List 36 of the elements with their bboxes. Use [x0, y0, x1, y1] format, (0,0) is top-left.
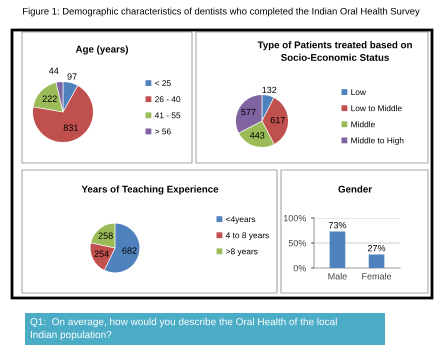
- data-label: 27%: [368, 244, 386, 252]
- data-label: 443: [250, 132, 264, 139]
- legend-label: Low to Middle: [351, 105, 402, 112]
- data-label: 577: [241, 108, 256, 116]
- data-label: 682: [122, 247, 137, 254]
- y-tick-label: 50%: [288, 240, 306, 246]
- legend-label: Middle to High: [351, 137, 404, 146]
- text: Figure 1: Demographic characteristics of dentists who completed the Indian Oral Health Survey: [23, 8, 420, 16]
- data-label: 222: [42, 96, 57, 102]
- data-label: 258: [98, 232, 113, 239]
- data-label: 44: [48, 68, 59, 74]
- legend-label: <4years: [226, 216, 256, 224]
- legend-label: >8 years: [226, 248, 258, 256]
- x-tick-label: Male: [328, 272, 347, 280]
- text: Q1: On average, how would you describe the Oral Health of the local Indian population?: [30, 318, 337, 340]
- legend-label: 4 to 8 years: [226, 232, 269, 240]
- legend-label: Low: [351, 89, 366, 96]
- pie-slice: [32, 85, 94, 143]
- data-label: 831: [64, 124, 78, 131]
- legend-label: Middle: [351, 121, 375, 128]
- data-label: 97: [67, 73, 77, 80]
- x-tick-label: Female: [362, 272, 392, 280]
- chart-title: Years of Teaching Experience: [82, 185, 218, 195]
- data-label: 132: [262, 86, 276, 94]
- legend-label: < 25: [155, 80, 171, 86]
- legend-label: 26 - 40: [155, 96, 180, 102]
- chart-title: Gender: [338, 185, 372, 193]
- y-tick-label: 0%: [294, 264, 306, 272]
- legend-label: > 56: [155, 128, 171, 134]
- y-tick-label: 100%: [284, 214, 306, 222]
- legend-label: 41 - 55: [154, 112, 180, 118]
- data-label: 73%: [328, 222, 346, 228]
- chart-title: Age (years): [76, 45, 128, 55]
- chart-title: Type of Patients treated based on Socio-Economic Status: [258, 41, 412, 61]
- data-label: 617: [270, 116, 285, 124]
- data-label: 254: [94, 250, 109, 257]
